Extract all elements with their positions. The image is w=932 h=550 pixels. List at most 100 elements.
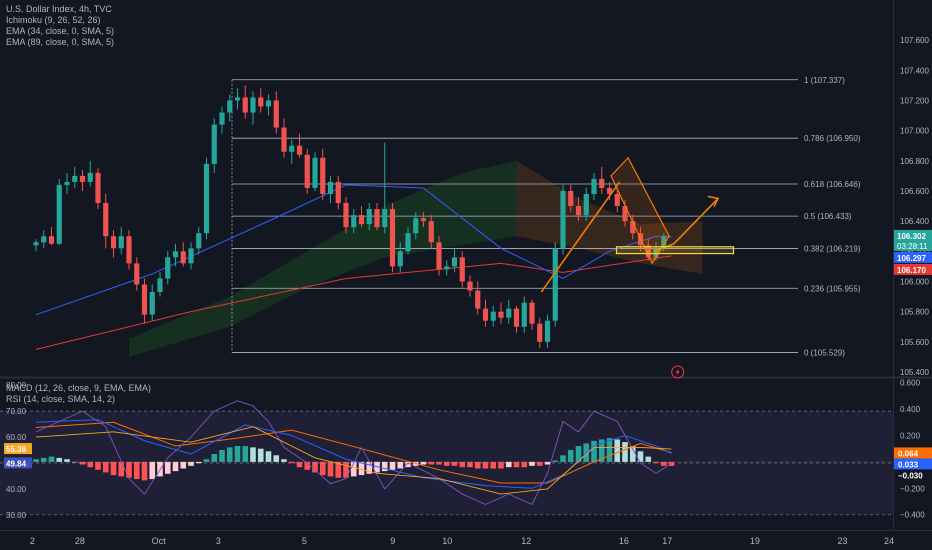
ichimoku-legend[interactable]: Ichimoku (9, 26, 52, 26) [6, 15, 101, 25]
support-zone-box [615, 246, 735, 255]
fib-level-label: 0.236 (105.955) [804, 284, 861, 293]
candle-body [653, 248, 659, 258]
macd-histogram-bar [653, 461, 659, 464]
macd-histogram-bar [296, 461, 303, 468]
macd-histogram-bar [312, 461, 318, 473]
macd-histogram-bar [95, 461, 101, 470]
macd-histogram-bar [529, 461, 535, 466]
candle-body [583, 193, 589, 216]
candle [149, 284, 155, 321]
candle-body [467, 281, 473, 291]
macd-histogram-bar [141, 461, 148, 481]
macd-histogram-bar [343, 461, 349, 478]
price-axis-tick: 106.800 [900, 157, 929, 166]
ema89-legend[interactable]: EMA (89, close, 0, SMA, 5) [6, 37, 115, 47]
macd-legend[interactable]: MACD (12, 26, close, 9, EMA, EMA) [6, 383, 152, 393]
candle-body [110, 236, 117, 249]
candle [436, 236, 442, 276]
macd-histogram-bar [606, 438, 613, 462]
rsi-line [35, 400, 672, 506]
candle [118, 227, 124, 255]
time-axis-tick: 23 [837, 536, 847, 546]
candle-body [405, 233, 411, 252]
chart-legend: U.S. Dollar Index, 4h, TVC Ichimoku (9, … [6, 4, 114, 48]
macd-histogram-bar [327, 461, 334, 477]
macd-histogram-bar [622, 442, 628, 462]
candle [273, 91, 279, 134]
macd-histogram-bar [319, 461, 326, 476]
macd-histogram-bar [637, 451, 644, 462]
candle-body [289, 145, 295, 152]
candle-body [537, 323, 543, 342]
candle-body [575, 206, 582, 216]
macd-histogram-bar [474, 461, 481, 469]
macd-axis-tick: 0.400 [900, 405, 921, 414]
macd-histogram-bar [180, 461, 187, 469]
macd-histogram-bar [257, 448, 264, 462]
macd-histogram-bar [172, 461, 179, 472]
candle-body [265, 100, 272, 107]
macd-histogram-bar [110, 461, 117, 476]
macd-histogram-bar [482, 461, 489, 469]
candle-body [41, 236, 47, 243]
candle-body [358, 215, 365, 225]
candle-body [560, 190, 566, 249]
candle-body [366, 209, 372, 225]
price-axis-tick: 106.200 [900, 247, 929, 256]
macd-histogram-bar [567, 450, 574, 462]
candle [157, 272, 163, 297]
candle [72, 166, 78, 188]
macd-histogram-bar [164, 461, 171, 474]
fib-level-label: 1 (107.337) [804, 76, 845, 85]
macd-histogram-bar [490, 461, 497, 469]
macd-histogram-bar [195, 461, 202, 464]
candle [219, 106, 225, 134]
time-axis-tick: Oct [152, 536, 167, 546]
macd-axis-tick: −0.200 [900, 484, 925, 493]
candle [351, 209, 357, 234]
candle [234, 88, 241, 110]
candle [420, 212, 427, 228]
macd-value-label [894, 469, 932, 481]
price-axis-tick: 107.200 [900, 96, 929, 105]
candle-body [544, 320, 551, 342]
time-axis-tick: 28 [75, 536, 85, 546]
candle [614, 187, 620, 213]
candle [544, 314, 551, 348]
candle-body [296, 145, 303, 155]
time-axis-tick: 10 [442, 536, 452, 546]
macd-histogram-bar [505, 461, 512, 468]
candle-body [413, 218, 419, 234]
candle [211, 118, 217, 173]
macd-signal-line [35, 421, 672, 484]
rsi-value-label [4, 443, 32, 455]
macd-histogram-bar [467, 461, 473, 468]
countdown-text: 03:28:11 [897, 242, 928, 251]
macd-histogram-bar [645, 456, 652, 462]
macd-value-label-text: 0.064 [898, 449, 919, 458]
candle [250, 91, 256, 125]
macd-histogram-bar [614, 439, 621, 462]
candle-body [521, 302, 527, 327]
candle-body [513, 308, 520, 327]
candle [537, 317, 543, 348]
macd-histogram-bar [304, 461, 311, 470]
symbol-title[interactable]: U.S. Dollar Index, 4h, TVC [6, 4, 112, 14]
price-axis-tick: 106.600 [900, 187, 929, 196]
macd-histogram-bar [335, 461, 342, 478]
candle-body [211, 124, 217, 164]
candle [180, 242, 186, 267]
macd-histogram-bar [428, 461, 435, 465]
time-axis-tick: 5 [302, 536, 307, 546]
macd-histogram-bar [48, 456, 55, 462]
candle [490, 305, 496, 327]
candle [568, 184, 574, 213]
ema34-legend[interactable]: EMA (34, close, 0, SMA, 5) [6, 26, 115, 36]
candle-body [614, 193, 620, 207]
candle-body [56, 184, 62, 244]
candle-body [451, 257, 458, 267]
macd-histogram-bar [366, 461, 373, 474]
rsi-legend[interactable]: RSI (14, close, SMA, 14, 2) [6, 394, 116, 404]
macd-histogram-bar [397, 461, 404, 469]
